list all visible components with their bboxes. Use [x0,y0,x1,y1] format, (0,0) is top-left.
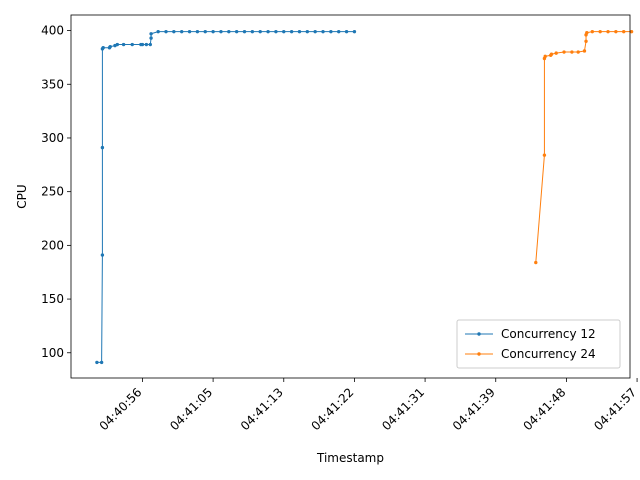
data-point [100,253,105,257]
x-axis-label: Timestamp [316,451,384,465]
x-tick-label: 04:41:13 [238,385,286,433]
data-point [149,36,153,40]
legend-item: Concurrency 24 [465,347,596,361]
data-point [156,29,160,34]
data-point [130,42,134,47]
data-point [227,29,231,34]
series-1 [95,29,357,365]
data-point [352,29,357,34]
data-point [329,29,333,34]
x-tick-label: 04:40:56 [97,385,145,433]
y-tick-label: 100 [41,346,64,360]
legend-item: Concurrency 12 [465,327,596,341]
series-2 [534,29,634,265]
data-point [598,29,602,34]
x-tick-label: 04:41:48 [521,385,569,433]
data-point [344,29,349,34]
series-line [96,31,355,363]
data-point [305,29,310,34]
y-tick-label: 350 [41,77,64,91]
data-point [554,51,558,55]
x-tick-label: 04:41:31 [379,385,427,433]
data-point [582,49,587,53]
data-point [584,39,588,44]
data-point [321,29,325,34]
data-point [629,29,634,34]
data-point [282,29,286,34]
data-point [144,42,149,47]
series-layer [95,29,634,365]
y-tick-label: 300 [41,131,64,145]
data-point [195,29,200,34]
data-point [172,29,176,34]
data-point [562,50,566,54]
data-point [549,52,554,56]
y-tick-label: 250 [41,185,64,199]
data-point [250,29,255,34]
legend-marker [477,332,481,336]
data-point [274,29,278,34]
data-point [313,29,317,34]
x-tick-label: 04:41:39 [450,385,498,433]
data-point [121,42,126,47]
y-axis-label: CPU [15,184,29,208]
data-point [99,360,104,365]
data-point [289,29,294,34]
data-point [337,29,341,34]
legend-marker [477,352,481,356]
legend-box [456,319,621,369]
data-point [203,29,207,34]
data-point [108,44,112,49]
data-point [266,29,270,34]
data-point [115,42,120,47]
y-axis: 100 150 200 250 300 350 400 [41,24,71,360]
data-point [149,32,153,36]
data-point [258,29,262,34]
data-point [140,42,145,47]
data-point [101,46,105,50]
data-point [180,29,184,34]
y-tick-label: 400 [41,24,64,38]
data-point [570,50,574,54]
data-point [614,29,618,34]
data-point [622,29,626,34]
data-point [242,29,247,34]
data-point [542,153,547,157]
data-point [148,42,152,47]
legend-label: Concurrency 12 [501,327,596,341]
data-point [585,31,589,35]
data-point [606,29,610,34]
x-tick-label: 04:41:22 [309,385,357,433]
data-point [576,50,580,54]
data-point [95,360,99,365]
data-point [543,54,547,59]
data-point [219,29,223,34]
data-point [100,145,105,150]
x-tick-label: 04:41:57 [591,385,639,433]
data-point [211,29,215,34]
axes-frame [70,14,631,379]
y-tick-label: 200 [41,238,64,252]
data-point [187,29,192,34]
data-point [164,29,168,34]
x-tick-label: 04:41:05 [167,385,215,433]
data-point [534,260,538,265]
y-tick-label: 150 [41,292,64,306]
data-point [234,29,239,34]
legend-label: Concurrency 24 [501,347,596,361]
data-point [590,29,595,34]
x-axis: 04:40:56 04:41:05 04:41:13 04:41:22 04:41:31… [97,378,639,433]
series-line [535,31,632,263]
legend: Concurrency 12 Concurrency 24 [456,319,621,369]
data-point [297,29,302,34]
